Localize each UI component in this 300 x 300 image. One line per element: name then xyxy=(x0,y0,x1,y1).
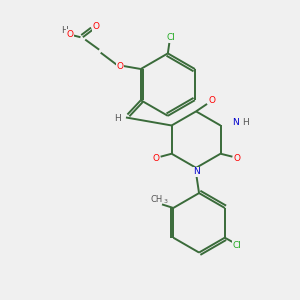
Text: H: H xyxy=(115,113,121,122)
Text: H: H xyxy=(242,118,249,127)
Text: H: H xyxy=(61,26,68,35)
Text: O: O xyxy=(233,154,240,163)
Text: CH: CH xyxy=(151,195,163,204)
Text: 3: 3 xyxy=(164,199,168,204)
Text: O: O xyxy=(153,154,160,163)
Text: O: O xyxy=(93,22,100,31)
Text: O: O xyxy=(116,61,124,70)
Text: Cl: Cl xyxy=(233,241,242,250)
Text: O: O xyxy=(67,30,73,39)
Text: N: N xyxy=(193,167,200,176)
Text: O: O xyxy=(208,97,215,106)
Text: N: N xyxy=(232,118,239,127)
Text: Cl: Cl xyxy=(167,33,175,42)
